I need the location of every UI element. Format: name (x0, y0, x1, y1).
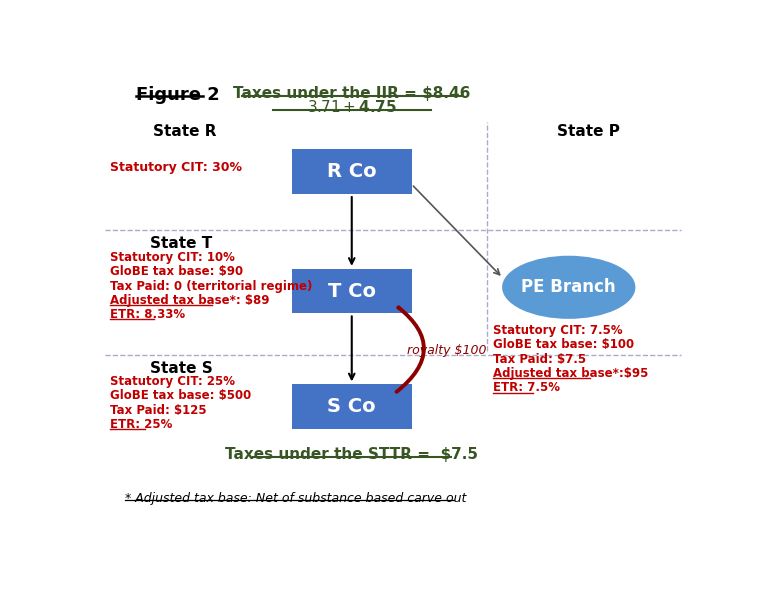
FancyArrowPatch shape (396, 307, 424, 392)
Text: State T: State T (150, 236, 213, 251)
Text: T Co: T Co (328, 282, 376, 301)
Text: Taxes under the STTR =  $7.5: Taxes under the STTR = $7.5 (225, 447, 478, 462)
FancyBboxPatch shape (292, 269, 412, 313)
Ellipse shape (502, 256, 635, 319)
Text: PE Branch: PE Branch (521, 278, 616, 296)
Text: ETR: 8.33%: ETR: 8.33% (110, 308, 185, 321)
Text: GloBE tax base: $100: GloBE tax base: $100 (493, 339, 634, 352)
Text: Tax Paid: $125: Tax Paid: $125 (110, 404, 207, 417)
Text: Statutory CIT: 10%: Statutory CIT: 10% (110, 251, 235, 264)
Text: Taxes under the IIR = $8.46: Taxes under the IIR = $8.46 (233, 86, 471, 100)
Text: Figure 2: Figure 2 (136, 86, 220, 103)
Text: Statutory CIT: 30%: Statutory CIT: 30% (110, 161, 242, 174)
FancyBboxPatch shape (292, 150, 412, 194)
Text: State R: State R (154, 124, 217, 139)
Text: State S: State S (150, 361, 213, 376)
Text: ETR: 7.5%: ETR: 7.5% (493, 381, 560, 394)
Text: * Adjusted tax base: Net of substance based carve out: * Adjusted tax base: Net of substance ba… (125, 492, 467, 505)
Text: ETR: 25%: ETR: 25% (110, 418, 172, 431)
Text: S Co: S Co (327, 397, 376, 416)
Text: GloBE tax base: $500: GloBE tax base: $500 (110, 389, 251, 402)
Text: GloBE tax base: $90: GloBE tax base: $90 (110, 265, 243, 278)
Text: Adjusted tax base*: $89: Adjusted tax base*: $89 (110, 294, 270, 307)
Text: royalty $100: royalty $100 (406, 344, 486, 357)
Text: State P: State P (557, 124, 620, 139)
Text: Adjusted tax base*:$95: Adjusted tax base*:$95 (493, 367, 648, 380)
Text: R Co: R Co (327, 163, 376, 181)
FancyBboxPatch shape (292, 384, 412, 429)
Text: Statutory CIT: 7.5%: Statutory CIT: 7.5% (493, 324, 622, 337)
Text: Tax Paid: 0 (territorial regime): Tax Paid: 0 (territorial regime) (110, 280, 313, 293)
Text: Tax Paid: $7.5: Tax Paid: $7.5 (493, 353, 586, 366)
Text: Statutory CIT: 25%: Statutory CIT: 25% (110, 375, 235, 388)
Text: $3.71 + $4.75: $3.71 + $4.75 (306, 99, 397, 115)
